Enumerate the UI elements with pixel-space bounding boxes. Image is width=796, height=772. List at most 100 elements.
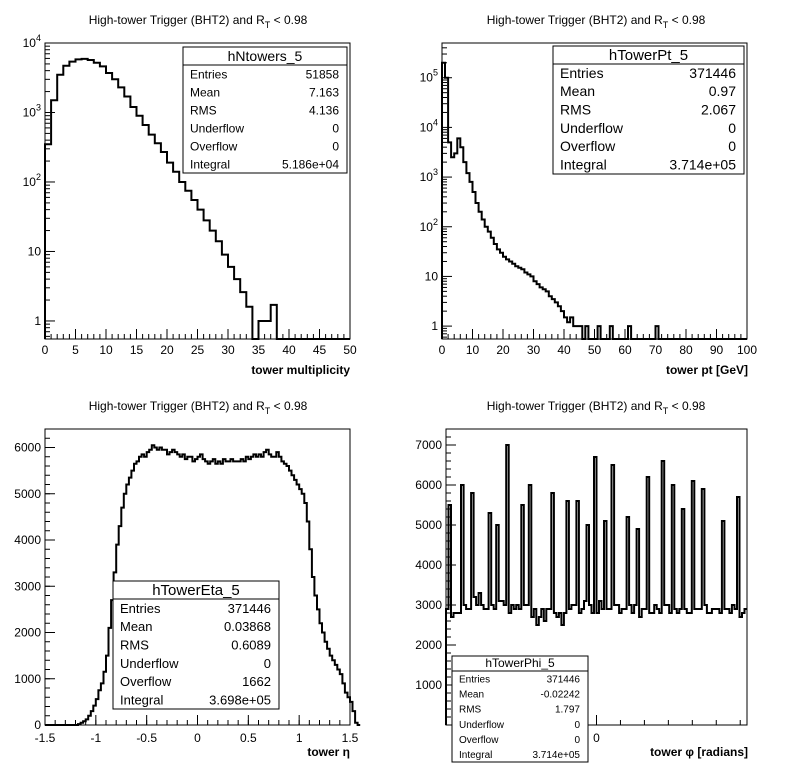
y-tick-label: 0 xyxy=(34,718,41,732)
y-tick-label: 4000 xyxy=(14,533,41,547)
x-tick-label: 10 xyxy=(466,343,480,357)
stats-box-frame xyxy=(451,655,589,763)
chart-ntowers: High-tower Trigger (BHT2) and RT < 0.98 … xyxy=(23,13,357,377)
chart-title: High-tower Trigger (BHT2) and RT < 0.98 xyxy=(89,13,308,30)
stat-label: Overflow xyxy=(459,735,499,746)
stat-value: 7.163 xyxy=(309,86,339,100)
stat-label: Underflow xyxy=(120,656,179,671)
y-tick-label: 5000 xyxy=(415,518,442,532)
histogram-line xyxy=(441,61,747,340)
x-axis-label: tower pt [GeV] xyxy=(666,363,748,377)
stat-label: Underflow xyxy=(560,120,624,136)
y-tick-label: 4000 xyxy=(415,558,442,572)
stats-box: hTowerEta_5 Entries 371446 Mean 0.03868 RMS 0.… xyxy=(112,580,280,710)
x-tick-label: 40 xyxy=(282,343,296,357)
chart-towerpt: High-tower Trigger (BHT2) and RT < 0.98 … xyxy=(420,13,758,377)
stats-box-frame xyxy=(112,580,280,710)
y-tick-label: 105 xyxy=(420,68,438,85)
stat-label: RMS xyxy=(459,705,482,716)
stat-label: Entries xyxy=(459,674,490,685)
stat-label: RMS xyxy=(560,101,591,117)
x-axis-label: tower η xyxy=(307,745,350,759)
chart-towerphi: High-tower Trigger (BHT2) and RT < 0.98 … xyxy=(415,399,748,763)
stat-value: 3.698e+05 xyxy=(209,692,271,707)
stat-label: Integral xyxy=(190,158,230,172)
x-tick-label: 0 xyxy=(439,343,446,357)
stats-box: hTowerPhi_5 Entries 371446 Mean -0.02242 RMS 1… xyxy=(451,655,589,763)
y-tick-label: 104 xyxy=(23,33,41,50)
stat-value: 3.714e+05 xyxy=(532,750,580,761)
stat-value: 0 xyxy=(332,140,339,154)
stat-label: Overflow xyxy=(190,140,238,154)
stat-value: 4.136 xyxy=(309,104,339,118)
stats-box-frame xyxy=(552,45,745,175)
stat-value: 0 xyxy=(728,138,736,154)
chart-towereta: High-tower Trigger (BHT2) and RT < 0.98 … xyxy=(14,399,361,759)
x-tick-label: 50 xyxy=(588,343,602,357)
stat-value: 0 xyxy=(574,720,580,731)
y-tick-label: 6000 xyxy=(14,441,41,455)
stat-label: RMS xyxy=(190,104,217,118)
y-tick-label: 2000 xyxy=(415,638,442,652)
x-tick-label: 0 xyxy=(194,731,201,745)
y-tick-label: 3000 xyxy=(14,579,41,593)
y-tick-label: 1000 xyxy=(415,678,442,692)
x-tick-label: -1 xyxy=(90,731,101,745)
stat-value: 2.067 xyxy=(701,101,736,117)
y-tick-label: 6000 xyxy=(415,478,442,492)
x-axis-label: tower φ [radians] xyxy=(650,745,748,759)
x-tick-label: -0.5 xyxy=(136,731,157,745)
y-tick-label: 10 xyxy=(28,244,42,258)
y-tick-label: 103 xyxy=(420,167,438,184)
x-tick-label: 35 xyxy=(252,343,266,357)
stat-label: Integral xyxy=(560,156,607,172)
stat-value: 0 xyxy=(574,735,580,746)
stat-value: 371446 xyxy=(689,65,736,81)
stat-label: Mean xyxy=(560,83,595,99)
stat-value: 1.797 xyxy=(555,705,580,716)
y-tick-label: 102 xyxy=(420,217,438,234)
x-tick-label: 30 xyxy=(221,343,235,357)
stat-value: 0 xyxy=(728,120,736,136)
x-tick-label: 30 xyxy=(527,343,541,357)
stat-value: 5.186e+04 xyxy=(282,158,339,172)
y-tick-label: 10 xyxy=(425,269,439,283)
histogram-line xyxy=(445,444,747,725)
x-tick-label: 0.5 xyxy=(240,731,257,745)
y-tick-label: 2000 xyxy=(14,626,41,640)
x-tick-label: 10 xyxy=(99,343,113,357)
x-tick-label: 1.5 xyxy=(342,731,359,745)
y-tick-label: 103 xyxy=(23,102,41,119)
stat-value: 3.714e+05 xyxy=(669,156,736,172)
stat-label: Overflow xyxy=(120,674,172,689)
stat-label: Entries xyxy=(190,68,227,82)
stat-label: Mean xyxy=(190,86,220,100)
y-tick-label: 1 xyxy=(34,314,41,328)
y-tick-label: 104 xyxy=(420,117,438,134)
stat-label: Integral xyxy=(459,750,492,761)
stat-label: Mean xyxy=(459,690,484,701)
stat-label: Underflow xyxy=(459,720,505,731)
stat-label: Entries xyxy=(120,601,161,616)
x-tick-label: 80 xyxy=(679,343,693,357)
x-tick-label: -1.5 xyxy=(35,731,56,745)
x-tick-label: 90 xyxy=(710,343,724,357)
stat-value: 1662 xyxy=(242,674,271,689)
x-axis-label: tower multiplicity xyxy=(251,363,350,377)
x-tick-label: 70 xyxy=(649,343,663,357)
y-tick-label: 5000 xyxy=(14,487,41,501)
histogram-line xyxy=(45,444,361,726)
histogram-line xyxy=(44,57,350,340)
stat-label: RMS xyxy=(120,637,149,652)
x-tick-label: 15 xyxy=(130,343,144,357)
stats-box-frame xyxy=(182,46,348,174)
x-tick-label: 0 xyxy=(593,731,600,745)
y-tick-label: 3000 xyxy=(415,598,442,612)
stat-label: Mean xyxy=(120,619,153,634)
stat-label: Underflow xyxy=(190,122,244,136)
stat-value: 0 xyxy=(264,656,271,671)
x-tick-label: 50 xyxy=(343,343,357,357)
stat-value: 0.97 xyxy=(709,83,736,99)
stat-value: 371446 xyxy=(547,674,581,685)
